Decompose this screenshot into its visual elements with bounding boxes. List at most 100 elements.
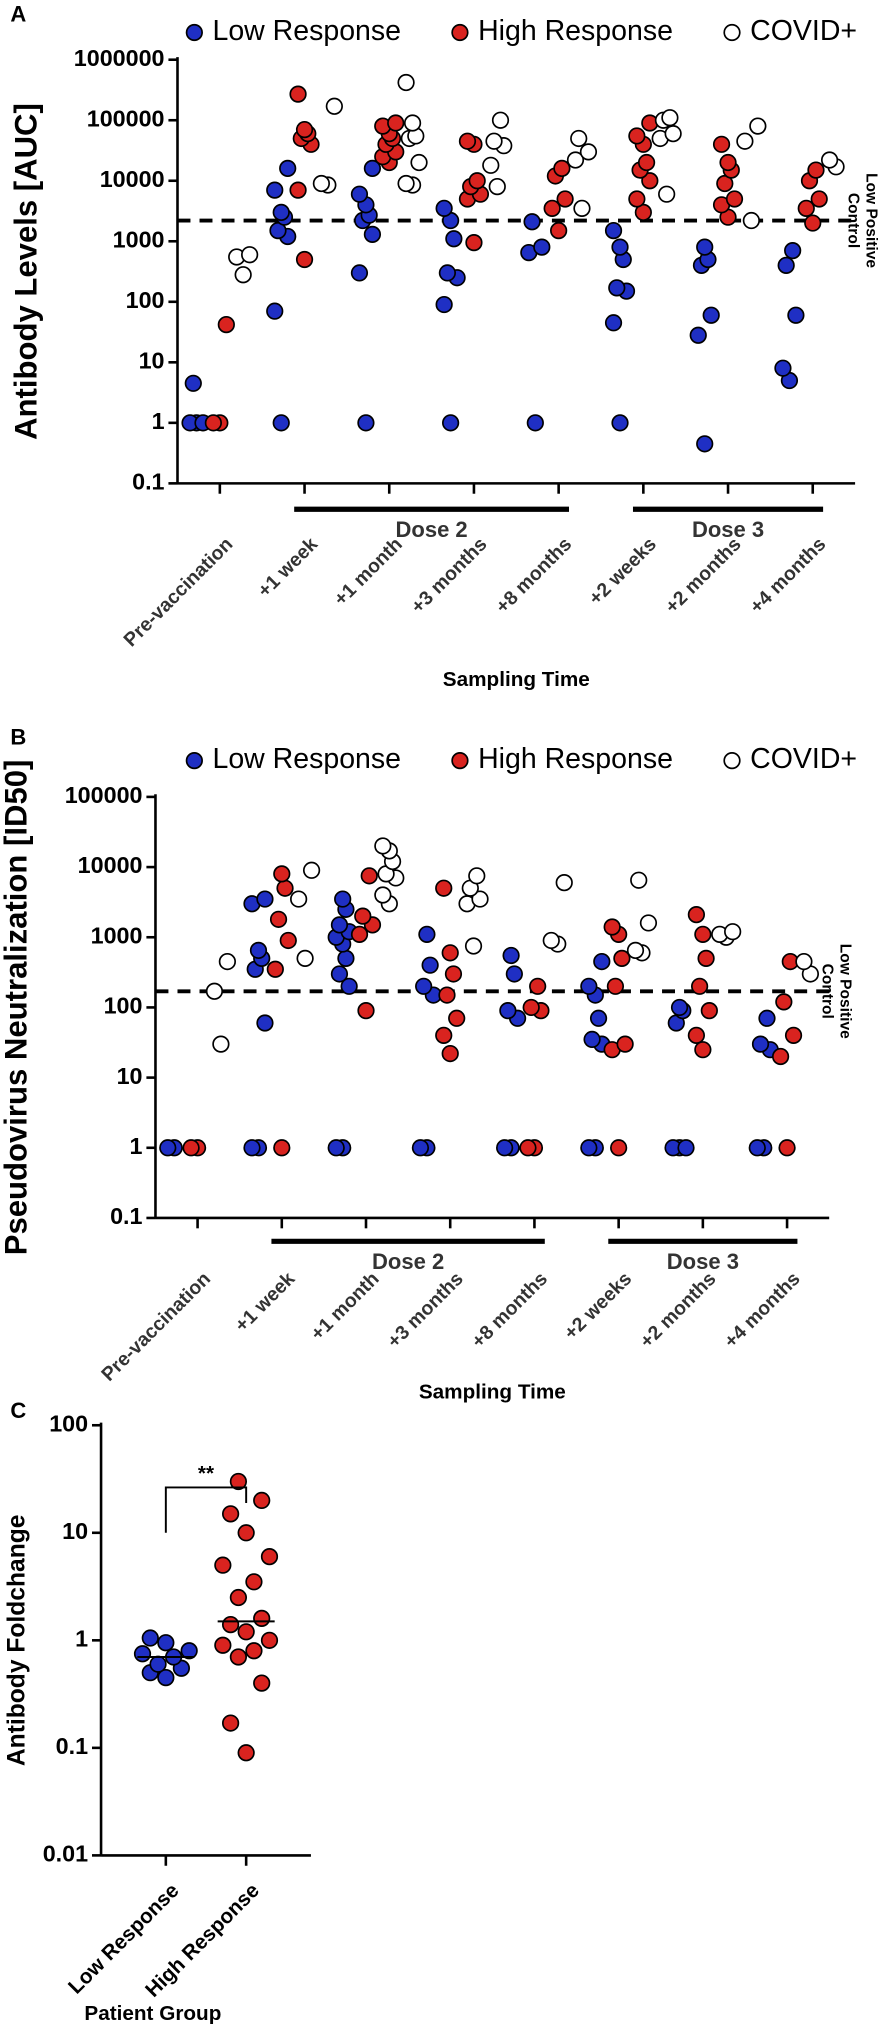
data-point (580, 1139, 598, 1157)
dose-label: Dose 3 (667, 1249, 739, 1274)
data-point (229, 1472, 248, 1491)
y-tick-label: 1 (130, 1133, 143, 1159)
data-point (237, 1524, 255, 1542)
panel-label: A (10, 1, 26, 26)
data-point (289, 181, 307, 199)
data-point (421, 956, 439, 974)
data-point (522, 998, 540, 1017)
data-point (212, 1035, 230, 1053)
data-point (784, 242, 802, 260)
data-point (435, 199, 453, 217)
data-point (411, 1139, 430, 1157)
data-point (778, 1139, 796, 1157)
data-point (689, 326, 707, 344)
data-point (159, 1139, 177, 1157)
data-point (777, 256, 795, 274)
data-point (435, 295, 453, 314)
data-point (550, 222, 568, 240)
x-axis-title: Patient Group (84, 2002, 221, 2025)
data-point (719, 153, 737, 172)
panel-label: B (10, 724, 26, 749)
data-point (468, 172, 486, 190)
data-point (273, 865, 291, 883)
x-tick-label: +8 months (467, 1268, 552, 1353)
y-tick-label: 10 (62, 1518, 88, 1544)
data-point (295, 120, 314, 139)
x-tick-label: Pre-vaccination (120, 533, 238, 651)
x-axis-title: Sampling Time (419, 1380, 566, 1403)
x-tick-label: +4 months (746, 533, 831, 618)
data-point (787, 306, 805, 324)
data-point (253, 1491, 271, 1510)
data-point (237, 1623, 255, 1641)
data-point (519, 1139, 537, 1157)
data-point (149, 1655, 167, 1673)
data-point (237, 1744, 255, 1762)
data-point (526, 414, 544, 432)
x-tick-label: +1 month (330, 533, 407, 610)
data-point (771, 1047, 790, 1066)
data-point (579, 143, 598, 161)
data-point (742, 211, 760, 230)
data-point (340, 977, 358, 995)
data-point (350, 185, 369, 203)
data-point (276, 879, 294, 897)
data-point (505, 965, 523, 983)
data-point (694, 1041, 712, 1059)
y-tick-label: 10000 (78, 852, 143, 878)
dose-label: Dose 2 (372, 1249, 444, 1274)
data-point (403, 114, 422, 132)
data-point (628, 190, 646, 208)
data-point (465, 234, 483, 252)
data-point (327, 1139, 345, 1157)
y-axis-title: Pseudovirus Neutralization [ID50] (0, 760, 33, 1256)
legend-marker (185, 23, 203, 42)
data-point (482, 156, 500, 174)
data-point (694, 925, 712, 943)
data-point (807, 161, 825, 179)
x-tick-label: +2 weeks (560, 1268, 636, 1344)
data-point (214, 1556, 232, 1574)
data-point (260, 1631, 279, 1649)
legend-marker (451, 752, 469, 770)
x-tick-label: +1 week (253, 533, 322, 602)
data-point (502, 946, 520, 965)
x-axis-title: Sampling Time (443, 668, 590, 691)
data-point (628, 127, 646, 145)
y-tick-label: 10 (139, 347, 165, 373)
data-point (221, 1505, 240, 1523)
x-tick-label: +2 months (636, 1268, 721, 1353)
data-point (496, 1139, 514, 1157)
data-point (241, 246, 259, 264)
data-point (751, 1035, 770, 1053)
data-point (243, 1139, 261, 1157)
data-point (444, 965, 463, 983)
data-point (415, 977, 433, 995)
data-point (611, 414, 629, 432)
data-point (639, 914, 658, 932)
y-tick-label: 100000 (65, 782, 143, 808)
legend-label: Low Response (212, 15, 401, 47)
data-point (611, 238, 629, 256)
data-point (736, 132, 754, 150)
data-point (677, 1139, 695, 1157)
data-point (485, 132, 503, 150)
x-tick-label: +8 months (492, 533, 577, 618)
data-point (533, 238, 551, 256)
data-point (570, 129, 588, 148)
data-point (157, 1634, 175, 1652)
data-point (626, 941, 645, 959)
data-point (697, 949, 715, 967)
data-point (279, 159, 297, 178)
data-point (488, 178, 506, 196)
data-point (593, 952, 611, 971)
data-point (691, 977, 709, 995)
data-point (221, 1615, 240, 1634)
data-point (266, 302, 284, 320)
data-point (468, 867, 486, 885)
y-tick-label: 100 (126, 287, 165, 313)
data-point (804, 214, 822, 232)
data-point (499, 1002, 517, 1020)
data-point (445, 230, 463, 248)
data-point (217, 315, 235, 334)
